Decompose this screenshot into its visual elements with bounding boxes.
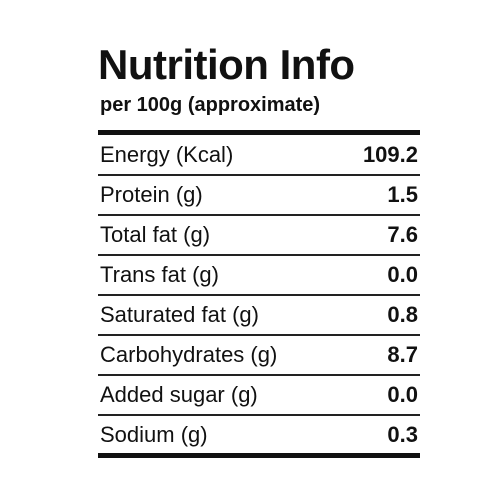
nutrient-value: 0.8	[387, 302, 418, 327]
nutrient-value: 0.0	[387, 262, 418, 287]
nutrient-name: Sodium (g)	[100, 422, 208, 447]
nutrient-row: Saturated fat (g) 0.8	[98, 295, 420, 335]
nutrient-name: Added sugar (g)	[100, 382, 258, 407]
nutrient-row: Carbohydrates (g) 8.7	[98, 335, 420, 375]
nutrient-row: Total fat (g) 7.6	[98, 215, 420, 255]
title: Nutrition Info	[98, 41, 355, 88]
subtitle: per 100g (approximate)	[100, 94, 321, 116]
nutrient-row: Added sugar (g) 0.0	[98, 375, 420, 415]
top-rule	[98, 130, 420, 135]
nutrient-name: Total fat (g)	[100, 222, 211, 247]
nutrient-value: 109.2	[362, 142, 418, 167]
nutrient-name: Carbohydrates (g)	[100, 342, 278, 367]
nutrient-name: Energy (Kcal)	[100, 142, 234, 167]
nutrient-value: 8.7	[387, 342, 418, 367]
nutrient-row: Trans fat (g) 0.0	[98, 255, 420, 295]
row-separator	[98, 294, 420, 296]
row-separator	[98, 374, 420, 376]
nutrient-name: Saturated fat (g)	[100, 302, 259, 327]
nutrient-row: Energy (Kcal) 109.2	[98, 135, 420, 175]
nutrient-name: Trans fat (g)	[100, 262, 219, 287]
nutrient-value: 0.0	[387, 382, 418, 407]
row-separator	[98, 254, 420, 256]
row-separator	[98, 334, 420, 336]
nutrient-value: 1.5	[387, 182, 418, 207]
nutrient-row: Sodium (g) 0.3	[98, 415, 420, 455]
row-separator	[98, 414, 420, 416]
bottom-rule	[98, 453, 420, 458]
nutrient-value: 0.3	[387, 422, 418, 447]
nutrient-value: 7.6	[387, 222, 418, 247]
row-separator	[98, 174, 420, 176]
nutrient-row: Protein (g) 1.5	[98, 175, 420, 215]
nutrient-name: Protein (g)	[100, 182, 203, 207]
nutrition-label: Nutrition Info per 100g (approximate) En…	[98, 0, 420, 500]
row-separator	[98, 214, 420, 216]
